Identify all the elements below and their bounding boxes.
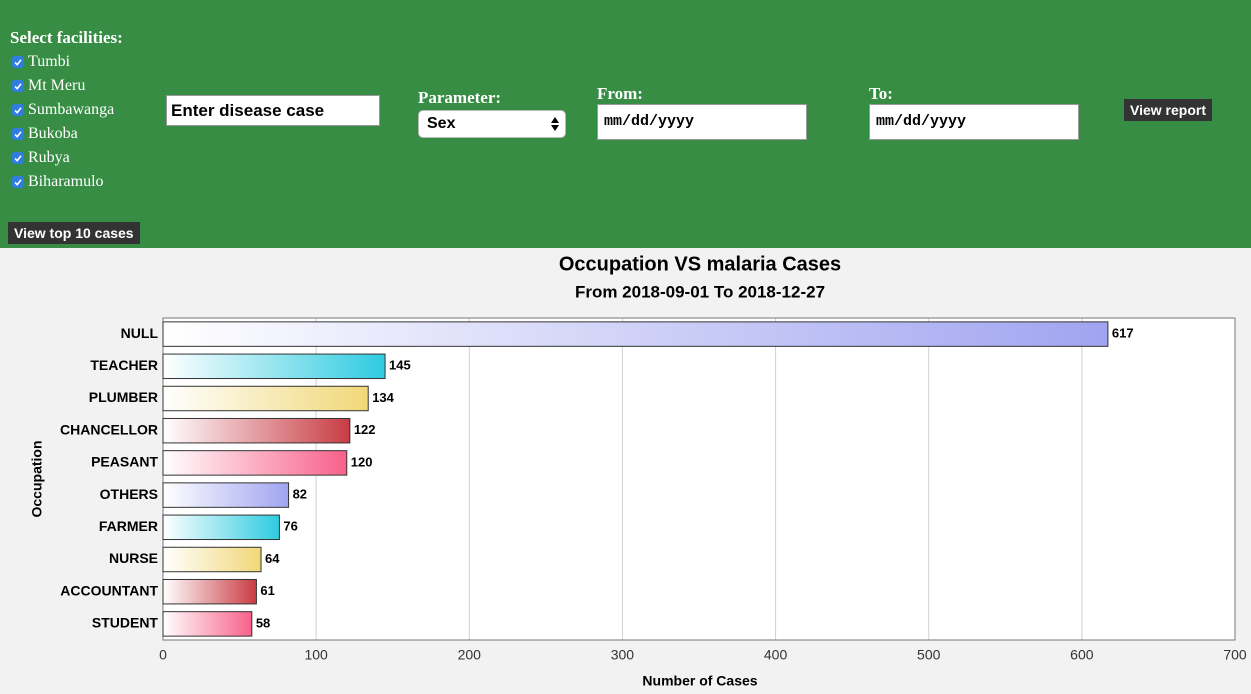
x-axis-label: Number of Cases xyxy=(642,673,757,689)
facility-label: Rubya xyxy=(28,149,70,166)
parameter-select[interactable]: Sex xyxy=(418,110,566,138)
chart: Occupation VS malaria Cases From 2018-09… xyxy=(29,253,1247,689)
bar xyxy=(162,353,386,380)
view-report-button[interactable]: View report xyxy=(1124,99,1212,121)
facility-option[interactable]: Rubya xyxy=(12,148,70,168)
parameter-value: Sex xyxy=(427,115,456,132)
y-tick-label: NURSE xyxy=(109,550,158,566)
parameter-label: Parameter: xyxy=(418,88,502,107)
value-label: 120 xyxy=(351,454,373,469)
chart-title: Occupation VS malaria Cases xyxy=(559,253,841,275)
value-label: 76 xyxy=(283,519,297,534)
facility-option[interactable]: Tumbi xyxy=(12,52,70,72)
x-tick-label: 0 xyxy=(159,647,167,663)
disease-input[interactable]: Enter disease case xyxy=(166,95,380,126)
checkbox[interactable] xyxy=(12,80,24,92)
x-tick-label: 300 xyxy=(611,647,635,663)
checkbox[interactable] xyxy=(12,176,24,188)
facility-label: Biharamulo xyxy=(28,173,104,190)
facility-label: Mt Meru xyxy=(28,77,86,94)
from-label: From: xyxy=(597,84,643,103)
y-tick-label: TEACHER xyxy=(90,357,158,373)
checkbox[interactable] xyxy=(12,56,24,68)
value-label: 145 xyxy=(389,358,411,373)
facility-label: Tumbi xyxy=(28,53,71,70)
facility-option[interactable]: Bukoba xyxy=(12,124,78,144)
y-axis-label: Occupation xyxy=(29,440,45,517)
value-label: 64 xyxy=(265,551,280,566)
select-arrows xyxy=(551,117,559,131)
y-tick-label: CHANCELLOR xyxy=(60,421,158,437)
checkbox[interactable] xyxy=(12,128,24,140)
facility-option[interactable]: Sumbawanga xyxy=(12,100,114,120)
to-input[interactable]: mm/dd/yyyy xyxy=(869,104,1079,140)
checkbox[interactable] xyxy=(12,104,24,116)
header: Select facilities: Tumbi Mt Meru Sumbawang… xyxy=(0,0,1251,248)
value-label: 134 xyxy=(372,390,394,405)
value-label: 61 xyxy=(260,583,274,598)
facilities-label: Select facilities: xyxy=(10,28,123,47)
bar xyxy=(162,546,262,573)
y-tick-label: ACCOUNTANT xyxy=(60,582,158,598)
bar xyxy=(162,385,369,412)
x-tick-label: 600 xyxy=(1070,647,1094,663)
from-input[interactable]: mm/dd/yyyy xyxy=(597,104,807,140)
y-tick-label: OTHERS xyxy=(100,486,158,502)
x-tick-label: 400 xyxy=(764,647,788,663)
facility-label: Sumbawanga xyxy=(28,101,115,118)
value-label: 58 xyxy=(256,615,270,630)
bar xyxy=(162,514,280,541)
y-tick-label: NULL xyxy=(121,325,159,341)
x-tick-label: 200 xyxy=(458,647,482,663)
bar xyxy=(162,482,290,508)
bar xyxy=(162,450,348,476)
value-label: 82 xyxy=(293,487,307,502)
bar xyxy=(162,321,1109,347)
facility-label: Bukoba xyxy=(28,125,78,142)
y-tick-label: PLUMBER xyxy=(89,389,158,405)
x-tick-label: 700 xyxy=(1223,647,1247,663)
to-label: To: xyxy=(869,84,893,103)
plot-border xyxy=(162,317,1236,641)
value-label: 122 xyxy=(354,422,376,437)
chart-subtitle: From 2018-09-01 To 2018-12-27 xyxy=(575,282,825,301)
value-label: 617 xyxy=(1112,326,1134,341)
checkbox[interactable] xyxy=(12,152,24,164)
facility-option[interactable]: Mt Meru xyxy=(12,76,85,96)
y-tick-label: STUDENT xyxy=(92,615,159,631)
bar xyxy=(162,417,351,444)
bar xyxy=(162,578,257,605)
x-tick-label: 500 xyxy=(917,647,941,663)
y-tick-label: FARMER xyxy=(99,518,158,534)
view-top-button[interactable]: View top 10 cases xyxy=(8,222,140,244)
y-tick-label: PEASANT xyxy=(91,454,158,470)
bar xyxy=(162,611,253,637)
facility-option[interactable]: Biharamulo xyxy=(12,172,104,192)
x-tick-label: 100 xyxy=(304,647,328,663)
